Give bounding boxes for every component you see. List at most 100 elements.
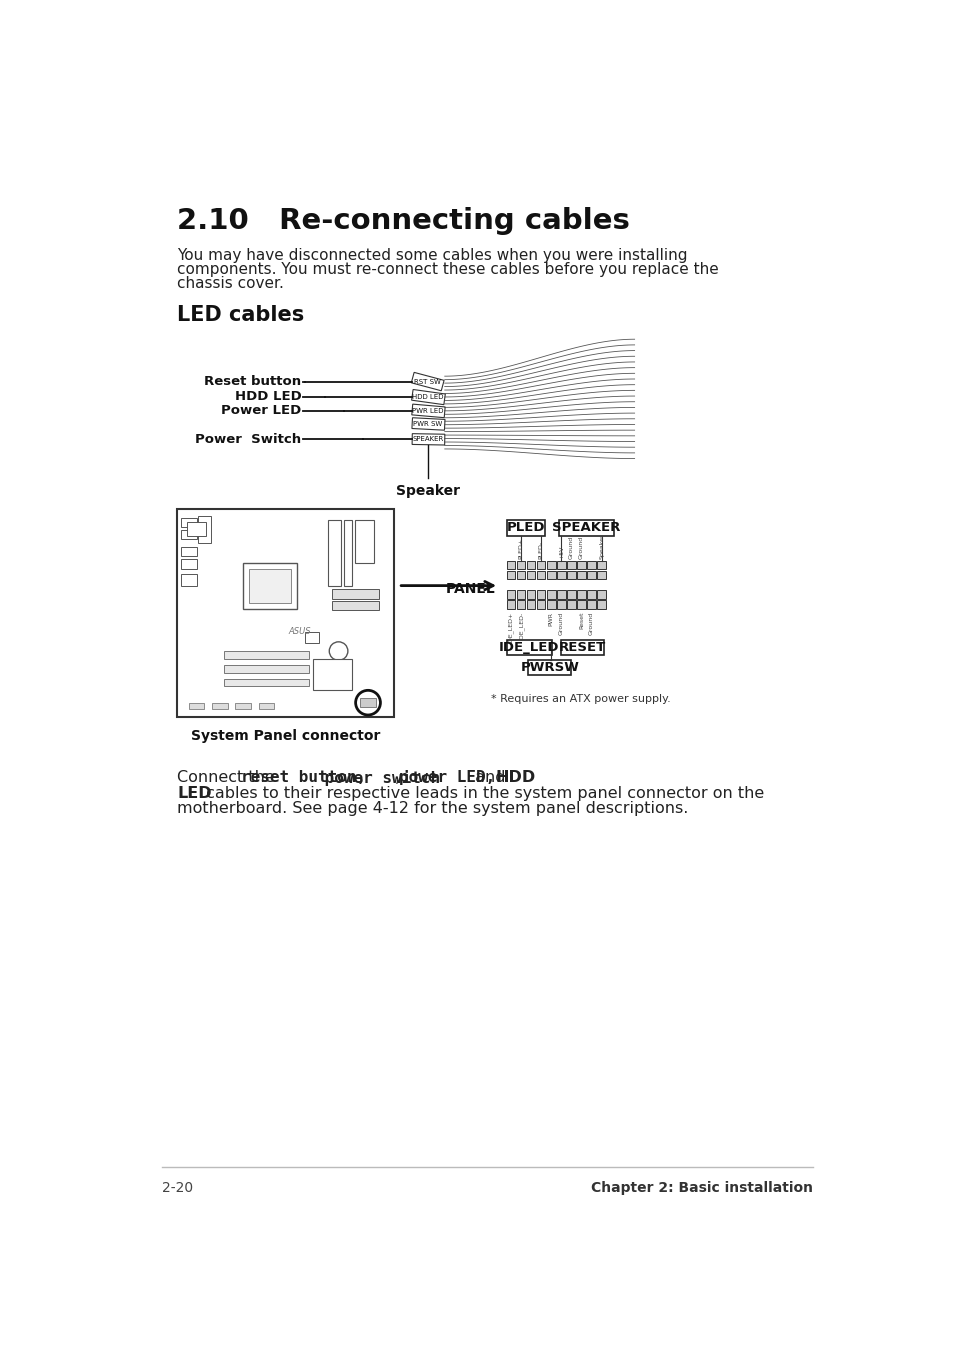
Bar	[597, 590, 605, 598]
Bar	[587, 590, 596, 598]
Bar	[258, 703, 274, 709]
Text: LED: LED	[177, 786, 212, 801]
Bar	[181, 530, 196, 539]
Bar	[411, 373, 443, 390]
Bar	[328, 520, 340, 585]
Bar	[546, 600, 555, 609]
Bar	[577, 590, 585, 598]
Bar	[506, 571, 515, 580]
Bar	[344, 520, 352, 585]
Bar	[360, 698, 375, 708]
Bar	[528, 659, 571, 676]
Bar	[557, 590, 565, 598]
Text: Ground: Ground	[558, 612, 563, 635]
Bar	[189, 703, 204, 709]
Text: ,: ,	[394, 770, 399, 785]
Bar	[587, 561, 596, 570]
Bar	[412, 417, 444, 430]
Bar	[557, 571, 565, 580]
Text: HDD LED: HDD LED	[412, 394, 443, 400]
Bar	[313, 659, 352, 689]
Bar	[235, 703, 251, 709]
Bar	[597, 571, 605, 580]
Bar	[181, 559, 196, 569]
Text: IDE_LED: IDE_LED	[498, 640, 558, 654]
Bar	[526, 600, 535, 609]
Text: Ground: Ground	[578, 536, 583, 559]
Bar	[181, 547, 196, 557]
Text: HDD: HDD	[495, 770, 535, 785]
Bar	[517, 571, 525, 580]
Text: Reset button: Reset button	[204, 376, 301, 388]
Text: SPEAKER: SPEAKER	[552, 521, 620, 535]
Bar	[546, 571, 555, 580]
Text: PWR SW: PWR SW	[413, 422, 442, 427]
Bar	[537, 571, 545, 580]
Bar	[560, 639, 603, 655]
Text: Chapter 2: Basic installation: Chapter 2: Basic installation	[590, 1181, 812, 1194]
Text: cables to their respective leads in the system panel connector on the: cables to their respective leads in the …	[200, 786, 763, 801]
Bar	[567, 571, 575, 580]
Text: Connect the: Connect the	[177, 770, 280, 785]
Text: PLED: PLED	[506, 521, 545, 535]
Bar	[537, 590, 545, 598]
Bar	[517, 561, 525, 570]
Bar	[567, 590, 575, 598]
Bar	[224, 665, 309, 673]
Text: Speaker: Speaker	[598, 534, 603, 559]
Bar	[243, 562, 297, 609]
Text: IDE_LED-: IDE_LED-	[517, 612, 523, 640]
Bar	[224, 651, 309, 659]
Bar	[587, 600, 596, 609]
Bar	[517, 590, 525, 598]
Text: PWRSW: PWRSW	[519, 661, 578, 674]
Bar	[577, 600, 585, 609]
Bar	[517, 600, 525, 609]
Text: chassis cover.: chassis cover.	[177, 276, 284, 290]
Bar	[537, 600, 545, 609]
Bar	[332, 601, 378, 611]
Text: SPEAKER: SPEAKER	[412, 436, 443, 442]
Bar	[181, 574, 196, 585]
Text: ASUS: ASUS	[288, 627, 311, 636]
Bar	[506, 590, 515, 598]
Text: RST SW: RST SW	[414, 378, 440, 385]
Bar	[546, 590, 555, 598]
Bar	[187, 523, 206, 536]
Bar	[249, 569, 291, 604]
Bar	[212, 703, 228, 709]
Bar	[526, 561, 535, 570]
Text: Power  Switch: Power Switch	[195, 432, 301, 446]
Text: PLED-: PLED-	[538, 542, 543, 559]
Text: PANEL: PANEL	[445, 582, 495, 597]
Bar	[526, 590, 535, 598]
Bar	[305, 632, 319, 643]
Bar	[506, 561, 515, 570]
Text: System Panel connector: System Panel connector	[191, 728, 380, 743]
Bar	[412, 434, 444, 444]
Text: Ground: Ground	[589, 612, 594, 635]
Bar	[577, 571, 585, 580]
Bar	[557, 600, 565, 609]
Text: Power LED: Power LED	[221, 404, 301, 417]
Text: 2.10   Re-connecting cables: 2.10 Re-connecting cables	[177, 207, 630, 235]
Text: 2-20: 2-20	[162, 1181, 193, 1194]
Bar	[597, 561, 605, 570]
Bar	[355, 520, 374, 562]
Bar	[181, 517, 196, 527]
Text: PWR LED: PWR LED	[412, 408, 443, 413]
Text: power LED,: power LED,	[398, 770, 495, 785]
Text: RESET: RESET	[558, 640, 605, 654]
Text: Reset: Reset	[578, 612, 583, 630]
Bar	[537, 561, 545, 570]
Bar	[567, 600, 575, 609]
Text: PLED+: PLED+	[518, 538, 523, 559]
Text: Ground: Ground	[568, 536, 574, 559]
Bar	[412, 404, 445, 417]
Text: motherboard. See page 4-12 for the system panel descriptions.: motherboard. See page 4-12 for the syste…	[177, 801, 688, 816]
Bar	[567, 561, 575, 570]
Bar	[332, 589, 378, 598]
Text: HDD LED: HDD LED	[234, 390, 301, 404]
Bar	[411, 389, 445, 405]
Text: LED cables: LED cables	[177, 304, 304, 324]
